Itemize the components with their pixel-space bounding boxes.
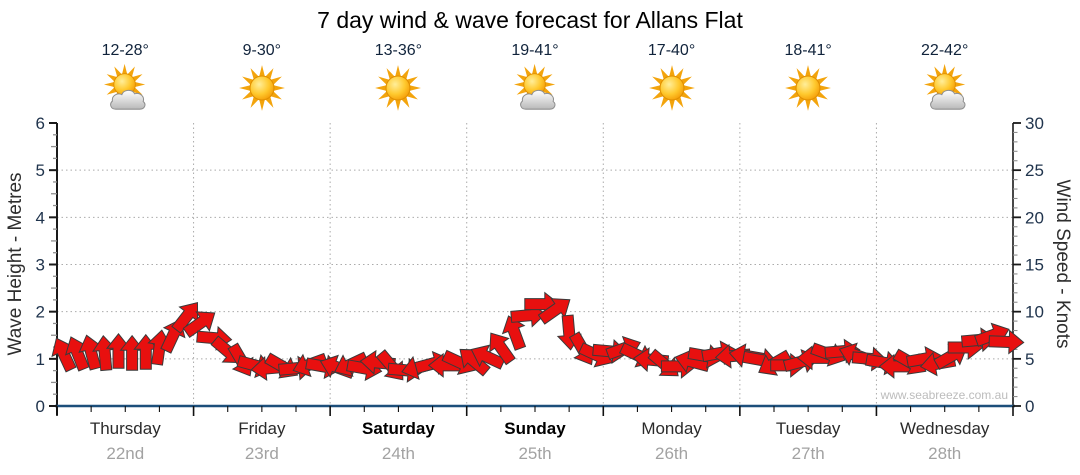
day-date: 23rd (244, 444, 279, 463)
right-axis-tick-label: 25 (1025, 161, 1044, 180)
day-name: Saturday (362, 419, 435, 438)
day-name: Wednesday (899, 419, 990, 438)
right-axis-tick-label: 0 (1025, 397, 1034, 416)
day-column: 17-40° (603, 42, 740, 113)
temp-range-label: 9-30° (242, 42, 282, 59)
day-label-column: Monday 26th (603, 419, 740, 464)
day-name: Tuesday (775, 419, 841, 438)
day-label-column: Friday 23rd (194, 419, 331, 464)
day-column: 18-41° (740, 42, 877, 113)
right-axis-tick-label: 10 (1025, 303, 1044, 322)
chart-title: 7 day wind & wave forecast for Allans Fl… (317, 7, 743, 33)
right-axis-tick-label: 15 (1025, 256, 1044, 275)
temp-range-label: 12-28° (101, 42, 149, 59)
day-date: 25th (518, 444, 552, 463)
left-axis-tick-label: 3 (36, 256, 45, 275)
temp-range-label: 22-42° (921, 42, 969, 59)
day-column: 13-36° (330, 42, 467, 113)
temp-range-label: 19-41° (511, 42, 559, 59)
wind-arrow (489, 332, 516, 366)
day-date: 24th (381, 444, 415, 463)
left-axis-tick-label: 2 (36, 303, 45, 322)
left-axis-tick-label: 1 (36, 350, 45, 369)
day-name: Friday (238, 419, 286, 438)
left-axis-tick-label: 0 (36, 397, 45, 416)
day-label-column: Tuesday 27th (740, 419, 877, 464)
day-date: 27th (791, 444, 825, 463)
left-axis-tick-label: 5 (36, 161, 45, 180)
left-axis-title: Wave Height - Metres (5, 172, 26, 356)
wind-arrow (182, 311, 216, 338)
wind-arrow (537, 298, 571, 325)
temp-range-label: 17-40° (647, 42, 696, 59)
day-date: 22nd (106, 444, 145, 463)
watermark: www.seabreeze.com.au (880, 388, 1008, 402)
day-column: 19-41° (467, 42, 604, 113)
day-name: Thursday (89, 419, 161, 438)
day-date: 28th (928, 444, 962, 463)
temp-range-label: 13-36° (374, 42, 423, 59)
day-label-column: Thursday 22nd (57, 419, 194, 464)
day-column: 22-42° (876, 42, 1013, 113)
day-label-column: Saturday 24th (330, 419, 467, 464)
left-axis-tick-label: 6 (36, 114, 45, 133)
day-name: Sunday (504, 419, 566, 438)
left-axis-tick-label: 4 (36, 208, 45, 227)
day-date: 26th (655, 444, 689, 463)
day-label-column: Sunday 25th (467, 419, 604, 464)
right-axis-title: Wind Speed - Knots (1052, 179, 1073, 349)
day-column: 9-30° (194, 42, 331, 113)
right-axis-tick-label: 20 (1025, 208, 1044, 227)
wind-arrow (105, 332, 132, 369)
day-label-column: Wednesday 28th (876, 419, 1013, 464)
right-axis-tick-label: 30 (1025, 114, 1044, 133)
wind-arrow (988, 329, 1025, 355)
day-column: 12-28° (57, 42, 194, 113)
right-axis-tick-label: 5 (1025, 350, 1034, 369)
temp-range-label: 18-41° (784, 42, 832, 59)
day-name: Monday (641, 419, 702, 438)
wind-arrow (459, 348, 491, 377)
